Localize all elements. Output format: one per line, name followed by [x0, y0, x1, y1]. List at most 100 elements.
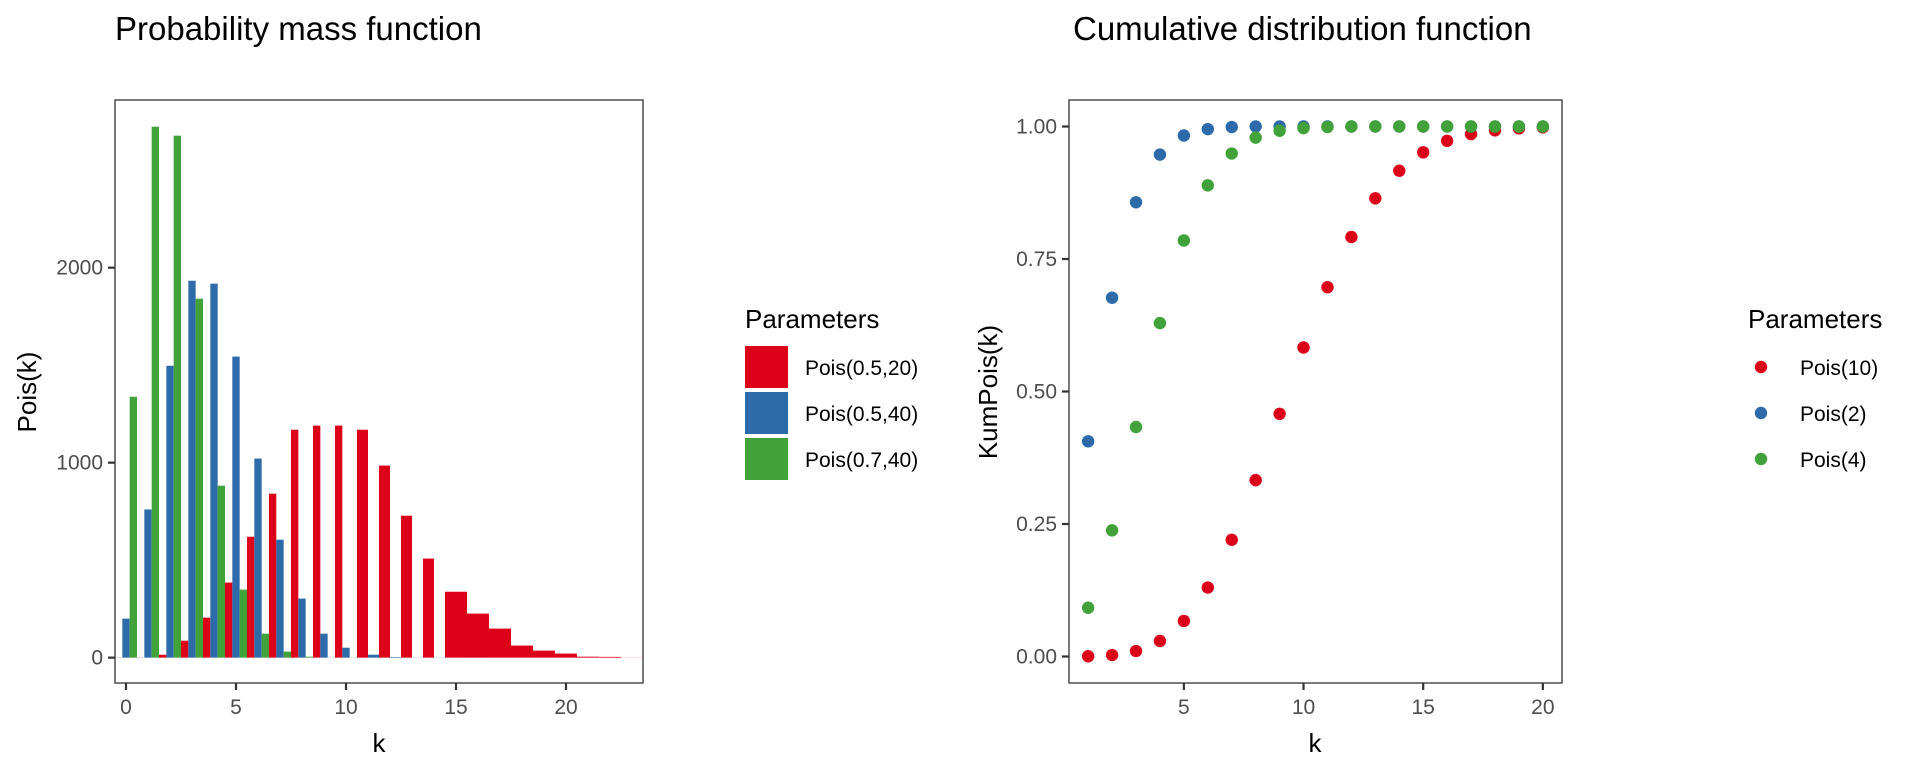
pmf-x-tick-label: 10 — [334, 696, 357, 719]
legend-label-pois-4: Pois(4) — [1800, 449, 1867, 472]
point-pois-4-k12 — [1345, 120, 1358, 133]
bar-pois-0-5-20-k14 — [423, 558, 434, 658]
point-pois-2-k2 — [1105, 291, 1119, 304]
bar-pois-0-5-40-k10 — [342, 647, 350, 658]
pmf-x-axis-title: k — [373, 728, 387, 758]
pmf-y-axis: 0 1000 2000 — [56, 257, 115, 670]
bar-pois-0-5-20-k7 — [269, 493, 277, 658]
point-pois-4-k1 — [1081, 601, 1095, 614]
point-pois-4-k10 — [1297, 121, 1310, 135]
pmf-x-tick-label: 15 — [444, 696, 467, 719]
point-pois-2-k4 — [1153, 148, 1167, 161]
cdf-y-tick-label: 0.00 — [1016, 646, 1057, 669]
pmf-title: Probability mass function — [115, 10, 482, 47]
cdf-x-tick-label: 20 — [1531, 696, 1554, 719]
pmf-x-axis: 0 5 10 15 20 — [120, 683, 578, 719]
legend-key-pois-10 — [1754, 360, 1768, 374]
bar-pois-0-5-40-k11 — [368, 654, 379, 658]
legend-key-pois-4 — [1754, 452, 1768, 466]
bar-pois-0-5-20-k4 — [203, 617, 211, 658]
legend-key-pois-2 — [1754, 406, 1768, 420]
bar-pois-0-5-20-k11 — [357, 429, 368, 658]
point-pois-4-k7 — [1225, 147, 1238, 160]
cdf-y-tick-label: 1.00 — [1016, 116, 1057, 139]
point-pois-2-k7 — [1225, 120, 1238, 134]
point-pois-4-k8 — [1249, 131, 1262, 144]
bar-pois-0-5-20-k8 — [291, 429, 299, 658]
point-pois-4-k20 — [1536, 120, 1550, 133]
cdf-y-tick-label: 0.50 — [1016, 381, 1057, 404]
bar-pois-0-7-40-k10 — [349, 657, 357, 659]
point-pois-10-k1 — [1081, 650, 1095, 663]
pmf-y-axis-title: Pois(k) — [12, 352, 42, 433]
bar-pois-0-5-40-k12 — [390, 657, 401, 658]
bar-pois-0-5-20-k21 — [577, 656, 599, 658]
bar-pois-0-5-20-k10 — [335, 425, 343, 658]
bar-pois-0-7-40-k1 — [151, 126, 159, 658]
bar-pois-0-5-20-k20 — [555, 653, 577, 658]
bar-pois-0-5-20-k15 — [445, 591, 467, 658]
legend-key-pois-0-7-40 — [745, 438, 788, 480]
point-pois-10-k5 — [1177, 614, 1191, 628]
point-pois-2-k6 — [1201, 122, 1215, 136]
bar-pois-0-5-20-k1 — [137, 657, 145, 658]
bar-pois-0-5-20-k9 — [313, 425, 321, 658]
point-pois-10-k7 — [1225, 533, 1238, 546]
point-pois-2-k5 — [1177, 129, 1191, 142]
bar-pois-0-7-40-k2 — [173, 135, 181, 658]
point-pois-10-k10 — [1297, 341, 1310, 354]
cdf-title: Cumulative distribution function — [1073, 10, 1532, 47]
bar-pois-0-7-40-k4 — [217, 485, 225, 658]
bar-pois-0-7-40-k0 — [129, 396, 137, 658]
point-pois-4-k13 — [1369, 120, 1382, 133]
legend-label-pois-0-5-20: Pois(0.5,20) — [805, 357, 918, 380]
bar-pois-0-5-40-k7 — [276, 539, 284, 658]
point-pois-4-k5 — [1177, 234, 1191, 247]
bar-pois-0-7-40-k9 — [327, 657, 335, 658]
pmf-x-tick-label: 20 — [554, 696, 577, 719]
cdf-x-axis-title: k — [1309, 728, 1323, 758]
pmf-panel — [114, 99, 644, 684]
pmf-chart: Probability mass function 0 1000 2000 0 5 10… — [12, 10, 918, 758]
cdf-chart: Cumulative distribution function 0.00 0.2… — [973, 10, 1882, 758]
legend-label-pois-10: Pois(10) — [1800, 357, 1878, 380]
legend-label-pois-0-5-40: Pois(0.5,40) — [805, 403, 918, 426]
bar-pois-0-5-20-k6 — [247, 536, 255, 658]
bar-pois-0-5-40-k2 — [166, 365, 174, 658]
bar-pois-0-5-40-k1 — [144, 509, 152, 658]
bar-pois-0-5-20-k13 — [401, 515, 412, 658]
bar-pois-0-5-40-k13 — [412, 657, 423, 659]
bar-pois-0-5-20-k3 — [181, 640, 189, 658]
legend-label-pois-2: Pois(2) — [1800, 403, 1867, 426]
cdf-x-tick-label: 5 — [1178, 696, 1190, 719]
legend-label-pois-0-7-40: Pois(0.7,40) — [805, 449, 918, 472]
legend-key-pois-0-5-40 — [745, 392, 788, 434]
point-pois-2-k3 — [1129, 196, 1143, 209]
pmf-bars — [115, 126, 643, 659]
point-pois-2-k8 — [1249, 120, 1262, 133]
point-pois-4-k16 — [1440, 120, 1454, 133]
point-pois-4-k17 — [1464, 120, 1478, 133]
point-pois-10-k2 — [1105, 648, 1119, 662]
bar-pois-0-5-40-k3 — [188, 280, 196, 658]
bar-pois-0-5-20-k23 — [621, 657, 643, 659]
bar-pois-0-7-40-k3 — [195, 298, 203, 658]
point-pois-2-k1 — [1081, 435, 1095, 448]
bar-pois-0-5-20-k2 — [159, 654, 167, 658]
bar-pois-0-5-20-k17 — [489, 628, 511, 658]
cdf-y-tick-label: 0.25 — [1016, 513, 1057, 536]
point-pois-4-k3 — [1129, 420, 1143, 434]
bar-pois-0-5-20-k18 — [511, 645, 533, 658]
point-pois-10-k8 — [1249, 473, 1262, 487]
bar-pois-0-5-40-k0 — [122, 618, 130, 658]
point-pois-4-k4 — [1153, 316, 1167, 330]
bar-pois-0-5-40-k5 — [232, 356, 240, 658]
bar-pois-0-5-20-k16 — [467, 613, 489, 658]
legend-key-pois-0-5-20 — [745, 346, 788, 388]
bar-pois-0-7-40-k8 — [305, 656, 313, 658]
cdf-y-axis-title: KumPois(k) — [973, 325, 1003, 459]
point-pois-4-k18 — [1488, 120, 1502, 133]
cdf-legend: Parameters Pois(10) Pois(2) Pois(4) — [1748, 304, 1882, 472]
point-pois-4-k19 — [1512, 120, 1526, 133]
